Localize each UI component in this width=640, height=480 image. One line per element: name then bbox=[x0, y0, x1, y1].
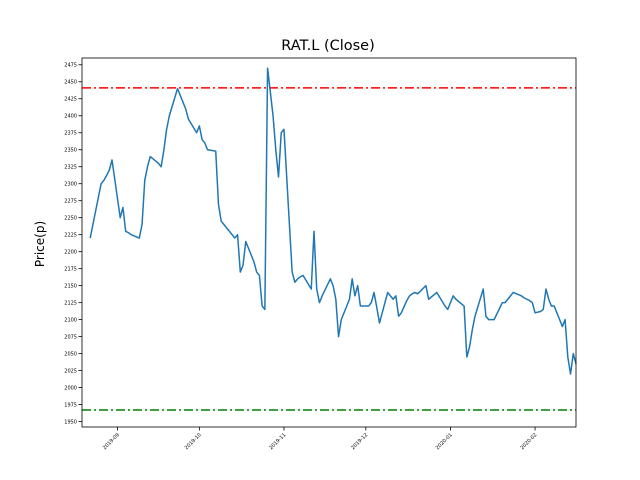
y-tick-label: 2175 bbox=[64, 266, 77, 272]
y-tick-label: 2375 bbox=[64, 131, 77, 137]
chart-title: RAT.L (Close) bbox=[281, 38, 375, 54]
y-tick-label: 2425 bbox=[64, 97, 77, 103]
y-tick-label: 2025 bbox=[64, 368, 77, 374]
y-tick-label: 2350 bbox=[64, 148, 77, 154]
y-tick-label: 1975 bbox=[64, 402, 77, 408]
y-tick-label: 2000 bbox=[64, 385, 77, 391]
y-tick-label: 2475 bbox=[64, 63, 77, 69]
axes-frame bbox=[81, 57, 577, 428]
y-tick-label: 2450 bbox=[64, 80, 77, 86]
y-tick-label: 2300 bbox=[64, 182, 77, 188]
y-axis-label: Price(p) bbox=[33, 221, 47, 267]
y-tick-label: 2325 bbox=[64, 165, 77, 171]
price-line bbox=[89, 67, 577, 375]
y-tick-label: 2100 bbox=[64, 317, 77, 323]
y-tick-label: 2225 bbox=[64, 232, 77, 238]
y-tick-label: 2075 bbox=[64, 334, 77, 340]
y-tick-label: 2400 bbox=[64, 114, 77, 120]
y-tick-label: 2150 bbox=[64, 283, 77, 289]
y-tick-label: 2050 bbox=[64, 351, 77, 357]
y-tick-label: 1950 bbox=[64, 419, 77, 425]
y-tick-label: 2250 bbox=[64, 215, 77, 221]
y-tick-label: 2125 bbox=[64, 300, 77, 306]
y-tick-label: 2200 bbox=[64, 249, 77, 255]
y-tick-label: 2275 bbox=[64, 199, 77, 205]
